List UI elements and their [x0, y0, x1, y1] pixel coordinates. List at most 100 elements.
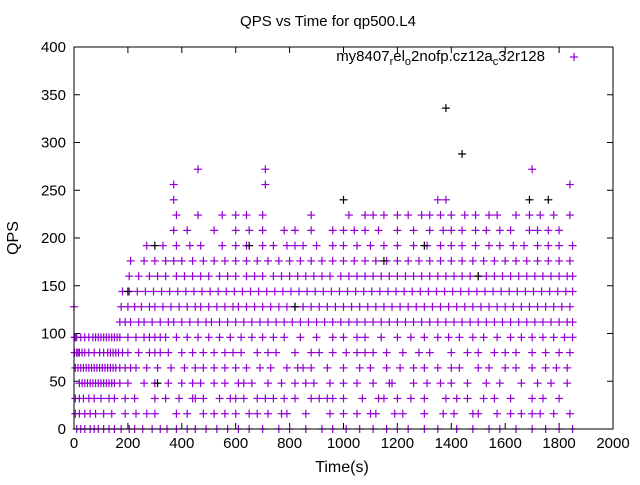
data-point — [369, 272, 378, 281]
data-point — [311, 287, 320, 296]
data-point — [180, 272, 189, 281]
data-point — [319, 287, 328, 296]
data-point — [447, 379, 456, 388]
data-point — [495, 226, 504, 235]
data-point — [439, 226, 448, 235]
data-point — [304, 318, 313, 327]
data-point — [188, 379, 197, 388]
data-point — [396, 302, 405, 311]
data-point — [506, 318, 515, 327]
data-point — [191, 394, 200, 403]
data-point — [237, 333, 246, 342]
data-point — [117, 302, 126, 311]
data-point — [142, 363, 151, 372]
data-point — [409, 318, 418, 327]
data-point — [207, 318, 216, 327]
data-point — [388, 379, 397, 388]
data-point — [215, 394, 224, 403]
data-point — [140, 256, 149, 265]
data-point — [476, 302, 485, 311]
data-point — [525, 302, 534, 311]
data-point — [460, 211, 469, 220]
data-point — [533, 241, 542, 250]
data-point — [161, 394, 170, 403]
data-point — [441, 104, 450, 113]
data-point — [301, 272, 310, 281]
y-tick-label: 50 — [49, 373, 66, 390]
data-point — [344, 318, 353, 327]
data-point — [525, 195, 534, 204]
data-point — [533, 226, 542, 235]
data-point — [262, 287, 271, 296]
data-point — [183, 409, 192, 418]
data-point — [436, 211, 445, 220]
x-tick-label: 1600 — [489, 435, 522, 452]
axis-ticks: 0 200 400 600 800 1000 1200 1400 1600 1800 2000 0 50… — [41, 39, 630, 452]
data-point — [242, 256, 251, 265]
data-point — [441, 195, 450, 204]
data-point — [482, 379, 491, 388]
data-point — [533, 256, 542, 265]
chart-title: QPS vs Time for qp500.L4 — [240, 13, 416, 30]
data-point — [255, 318, 264, 327]
data-point — [393, 256, 402, 265]
data-point — [474, 272, 483, 281]
data-point — [210, 256, 219, 265]
data-point — [464, 287, 473, 296]
data-point — [255, 363, 264, 372]
data-point — [409, 379, 418, 388]
data-point — [352, 241, 361, 250]
data-point — [307, 226, 316, 235]
data-point — [167, 363, 176, 372]
data-point — [458, 256, 467, 265]
data-point — [544, 241, 553, 250]
legend-plus-icon — [570, 53, 578, 61]
data-point — [130, 394, 139, 403]
data-point — [517, 409, 526, 418]
data-point — [323, 302, 332, 311]
data-point — [449, 272, 458, 281]
data-point — [382, 363, 391, 372]
data-point — [285, 272, 294, 281]
data-point — [125, 272, 134, 281]
data-point — [444, 302, 453, 311]
data-point — [280, 318, 289, 327]
data-point — [565, 180, 574, 189]
data-point — [390, 409, 399, 418]
data-point — [149, 287, 158, 296]
data-point — [406, 394, 415, 403]
data-point — [455, 333, 464, 342]
data-point — [204, 333, 213, 342]
data-point — [474, 318, 483, 327]
data-point — [361, 348, 370, 357]
data-point — [177, 256, 186, 265]
data-point — [460, 302, 469, 311]
data-point — [549, 409, 558, 418]
data-point — [245, 226, 254, 235]
data-point — [196, 272, 205, 281]
data-point — [231, 409, 240, 418]
data-point — [307, 363, 316, 372]
data-point — [517, 333, 526, 342]
data-point — [339, 363, 348, 372]
data-point — [315, 302, 324, 311]
data-point — [358, 394, 367, 403]
data-point — [528, 363, 537, 372]
data-point — [339, 256, 348, 265]
data-point — [290, 226, 299, 235]
data-point — [440, 287, 449, 296]
data-point — [447, 363, 456, 372]
data-point — [471, 211, 480, 220]
data-point — [490, 256, 499, 265]
data-point — [555, 348, 564, 357]
data-point — [371, 302, 380, 311]
data-point — [290, 379, 299, 388]
data-point — [315, 348, 324, 357]
data-point — [416, 287, 425, 296]
data-point — [568, 318, 577, 327]
data-point — [361, 333, 370, 342]
data-point — [482, 272, 491, 281]
data-point — [90, 394, 99, 403]
data-point — [237, 348, 246, 357]
